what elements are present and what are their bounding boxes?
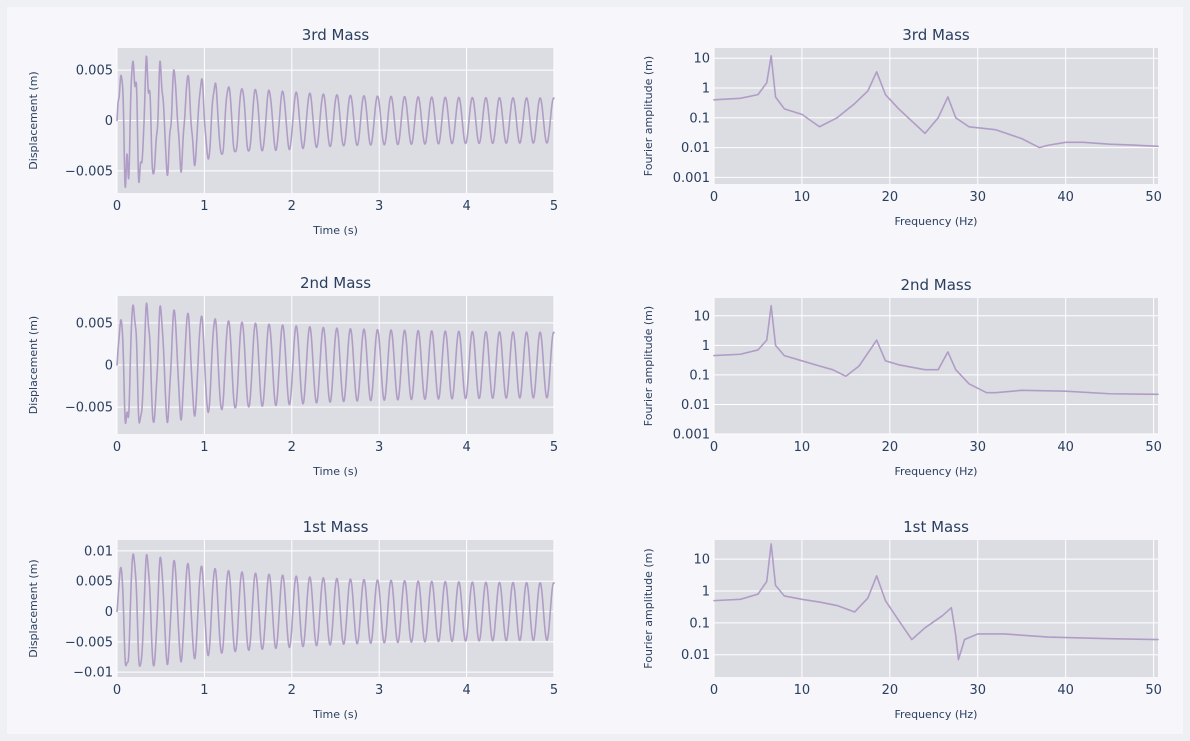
x-tick-label: 50 <box>1145 440 1162 455</box>
subplot-3: 0 1 2 3 4 5 −0.005 0 0.005 2nd Mass Time (s) Displa… <box>27 274 558 478</box>
x-tick-label: 4 <box>462 440 470 455</box>
x-tick-label: 0 <box>113 683 121 698</box>
x-tick-label: 30 <box>969 440 986 455</box>
y-axis-label: Displacement (m) <box>27 316 40 414</box>
x-tick-label: 30 <box>969 683 986 698</box>
subplot-2: 0 10 20 30 40 50 0.001 0.01 0.1 1 10 3rd Mass Freque… <box>642 26 1162 228</box>
y-tick-label: 1 <box>702 339 710 354</box>
y-tick-label: 10 <box>693 52 710 67</box>
y-tick-label: 0.1 <box>689 368 710 383</box>
y-axis-label: Fourier amplitude (m) <box>642 306 655 426</box>
y-axis-label: Fourier amplitude (m) <box>642 56 655 176</box>
y-axis-label: Displacement (m) <box>27 71 40 169</box>
subplot-title: 3rd Mass <box>302 26 370 44</box>
y-tick-label: 0.1 <box>689 616 710 631</box>
y-tick-label: 0 <box>105 114 113 129</box>
y-tick-label: −0.01 <box>73 666 113 681</box>
x-tick-label: 10 <box>794 683 811 698</box>
x-tick-label: 0 <box>710 190 718 205</box>
y-tick-label: 10 <box>693 553 710 568</box>
y-tick-label: 0.005 <box>76 575 113 590</box>
subplot-1: 0 1 2 3 4 5 −0.005 0 0.005 3rd Mass Time (s) Displa… <box>27 26 558 237</box>
x-tick-label: 2 <box>288 199 296 214</box>
x-axis-label: Frequency (Hz) <box>895 708 978 721</box>
y-tick-label: 1 <box>702 585 710 600</box>
subplot-title: 3rd Mass <box>902 26 970 44</box>
x-tick-label: 0 <box>710 683 718 698</box>
x-tick-label: 20 <box>882 683 899 698</box>
y-tick-label: 0.001 <box>673 171 710 186</box>
y-tick-label: −0.005 <box>65 635 113 650</box>
subplot-title: 2nd Mass <box>300 274 371 292</box>
x-tick-label: 1 <box>200 199 208 214</box>
x-tick-label: 2 <box>288 440 296 455</box>
x-tick-label: 10 <box>794 440 811 455</box>
x-tick-label: 0 <box>710 440 718 455</box>
x-tick-label: 50 <box>1145 190 1162 205</box>
plot-area <box>714 48 1158 184</box>
x-tick-label: 20 <box>882 190 899 205</box>
x-tick-label: 30 <box>969 190 986 205</box>
x-tick-label: 3 <box>375 199 383 214</box>
subplot-5: 0 1 2 3 4 5 −0.01 −0.005 0 0.005 0.01 1st Mass Time … <box>27 518 558 721</box>
x-axis-label: Frequency (Hz) <box>895 465 978 478</box>
subplot-title: 1st Mass <box>903 518 969 536</box>
y-axis-label: Fourier amplitude (m) <box>642 548 655 668</box>
y-tick-label: 0 <box>105 605 113 620</box>
y-tick-label: 0.005 <box>76 64 113 79</box>
y-tick-label: 0.001 <box>673 428 710 443</box>
x-tick-label: 4 <box>462 199 470 214</box>
x-tick-label: 40 <box>1057 190 1074 205</box>
x-tick-label: 3 <box>375 683 383 698</box>
x-axis-label: Time (s) <box>312 224 358 237</box>
x-tick-label: 20 <box>882 440 899 455</box>
x-tick-label: 5 <box>550 440 558 455</box>
y-tick-label: 0.01 <box>681 398 710 413</box>
y-tick-label: 0.01 <box>84 544 113 559</box>
y-tick-label: 0.005 <box>76 316 113 331</box>
x-tick-label: 4 <box>462 683 470 698</box>
x-tick-label: 5 <box>550 683 558 698</box>
x-tick-label: 2 <box>288 683 296 698</box>
subplot-6: 0 10 20 30 40 50 0.01 0.1 1 10 1st Mass Frequency (… <box>642 518 1162 721</box>
y-tick-label: −0.005 <box>65 164 113 179</box>
x-tick-label: 40 <box>1057 440 1074 455</box>
subplot-4: 0 10 20 30 40 50 0.001 0.01 0.1 1 10 2nd Mass Freque… <box>642 276 1162 478</box>
x-tick-label: 10 <box>794 190 811 205</box>
y-tick-label: 1 <box>702 81 710 96</box>
x-tick-label: 0 <box>113 440 121 455</box>
subplot-title: 2nd Mass <box>900 276 971 294</box>
x-axis-label: Time (s) <box>312 465 358 478</box>
y-tick-label: 10 <box>693 309 710 324</box>
y-tick-label: 0 <box>105 359 113 374</box>
plot-area <box>714 540 1158 677</box>
y-tick-label: 0.01 <box>681 648 710 663</box>
figure-svg: 0 1 2 3 4 5 −0.005 0 0.005 3rd Mass Time (s) Displa… <box>7 7 1183 734</box>
x-tick-label: 50 <box>1145 683 1162 698</box>
plot-area <box>714 298 1158 434</box>
x-tick-label: 0 <box>113 199 121 214</box>
y-tick-label: −0.005 <box>65 401 113 416</box>
y-tick-label: 0.01 <box>681 141 710 156</box>
x-tick-label: 40 <box>1057 683 1074 698</box>
x-axis-label: Time (s) <box>312 708 358 721</box>
x-tick-label: 3 <box>375 440 383 455</box>
x-tick-label: 1 <box>200 683 208 698</box>
x-tick-label: 5 <box>550 199 558 214</box>
subplot-title: 1st Mass <box>303 518 369 536</box>
y-axis-label: Displacement (m) <box>27 559 40 657</box>
x-tick-label: 1 <box>200 440 208 455</box>
figure-canvas: 0 1 2 3 4 5 −0.005 0 0.005 3rd Mass Time (s) Displa… <box>7 7 1183 734</box>
y-tick-label: 0.1 <box>689 111 710 126</box>
x-axis-label: Frequency (Hz) <box>895 215 978 228</box>
